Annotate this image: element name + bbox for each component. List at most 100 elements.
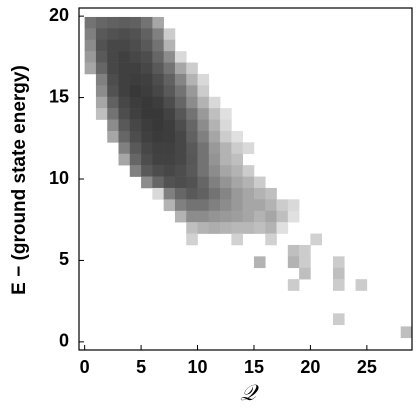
cell bbox=[107, 85, 119, 98]
cell bbox=[141, 73, 153, 86]
cell bbox=[265, 222, 277, 234]
cell bbox=[95, 16, 108, 29]
cell bbox=[152, 62, 164, 75]
cell bbox=[231, 222, 243, 234]
x-tick-label: 5 bbox=[136, 357, 146, 377]
cell bbox=[197, 199, 210, 212]
cell bbox=[118, 51, 131, 63]
cell bbox=[208, 142, 221, 155]
cell bbox=[174, 142, 187, 155]
cell bbox=[299, 244, 311, 257]
cell bbox=[186, 73, 198, 86]
cell bbox=[197, 96, 210, 109]
cell bbox=[107, 28, 119, 41]
cell bbox=[174, 119, 187, 132]
x-tick-label: 25 bbox=[357, 357, 377, 377]
cell bbox=[141, 165, 153, 177]
cell bbox=[220, 176, 232, 189]
cell bbox=[152, 96, 164, 109]
y-tick-label: 20 bbox=[49, 5, 69, 25]
cell bbox=[186, 108, 198, 120]
cell bbox=[107, 51, 119, 63]
cell bbox=[231, 165, 243, 177]
cell bbox=[84, 28, 97, 41]
cell bbox=[141, 130, 153, 143]
cell bbox=[220, 108, 232, 120]
cell bbox=[141, 62, 153, 75]
cell bbox=[141, 16, 153, 29]
cell bbox=[242, 142, 255, 155]
cell bbox=[276, 199, 289, 212]
cell bbox=[95, 62, 108, 75]
cell bbox=[220, 165, 232, 177]
cell bbox=[129, 16, 142, 29]
cell bbox=[220, 119, 232, 132]
cell bbox=[332, 279, 345, 291]
x-tick-label: 0 bbox=[80, 357, 90, 377]
y-tick-label: 10 bbox=[49, 168, 69, 188]
cell bbox=[197, 130, 210, 143]
cell bbox=[95, 28, 108, 41]
cell bbox=[287, 244, 300, 257]
cell bbox=[152, 16, 164, 29]
cell bbox=[107, 119, 119, 132]
cell bbox=[174, 187, 187, 200]
cell bbox=[152, 165, 164, 177]
cell bbox=[174, 130, 187, 143]
cell bbox=[197, 85, 210, 98]
cell bbox=[197, 73, 210, 86]
cell bbox=[355, 279, 368, 291]
cell bbox=[197, 165, 210, 177]
cell bbox=[118, 130, 131, 143]
cell bbox=[208, 96, 221, 109]
cell bbox=[231, 176, 243, 189]
cell bbox=[299, 256, 311, 269]
cell bbox=[186, 187, 198, 200]
cell bbox=[95, 39, 108, 52]
cell bbox=[107, 73, 119, 86]
cell bbox=[141, 119, 153, 132]
cell bbox=[163, 73, 176, 86]
cell bbox=[118, 28, 131, 41]
cell bbox=[152, 73, 164, 86]
cell bbox=[174, 96, 187, 109]
cell bbox=[152, 108, 164, 120]
cell bbox=[186, 142, 198, 155]
cell bbox=[231, 199, 243, 212]
y-axis-label: E − (ground state energy) bbox=[9, 65, 30, 295]
cell bbox=[231, 233, 243, 246]
cell bbox=[129, 108, 142, 120]
cell bbox=[174, 176, 187, 189]
cell bbox=[174, 62, 187, 75]
cell bbox=[208, 153, 221, 166]
cell bbox=[84, 39, 97, 52]
cell bbox=[276, 210, 289, 223]
cell bbox=[84, 16, 97, 29]
cell bbox=[95, 108, 108, 120]
cell bbox=[174, 165, 187, 177]
cell bbox=[118, 16, 131, 29]
cell bbox=[276, 222, 289, 234]
cell bbox=[163, 39, 176, 52]
cell bbox=[118, 73, 131, 86]
cell bbox=[141, 153, 153, 166]
cell bbox=[163, 187, 176, 200]
cell bbox=[163, 51, 176, 63]
cell bbox=[242, 176, 255, 189]
cell bbox=[265, 233, 277, 246]
cell bbox=[220, 199, 232, 212]
cell bbox=[332, 313, 345, 326]
y-tick-label: 15 bbox=[49, 86, 69, 106]
cell bbox=[242, 222, 255, 234]
x-tick-label: 10 bbox=[188, 357, 208, 377]
cell bbox=[118, 119, 131, 132]
cell bbox=[186, 165, 198, 177]
cell bbox=[129, 62, 142, 75]
cell bbox=[208, 222, 221, 234]
cell bbox=[265, 210, 277, 223]
cell bbox=[152, 130, 164, 143]
cell bbox=[186, 210, 198, 223]
cell bbox=[141, 96, 153, 109]
cell bbox=[163, 96, 176, 109]
cell bbox=[208, 108, 221, 120]
